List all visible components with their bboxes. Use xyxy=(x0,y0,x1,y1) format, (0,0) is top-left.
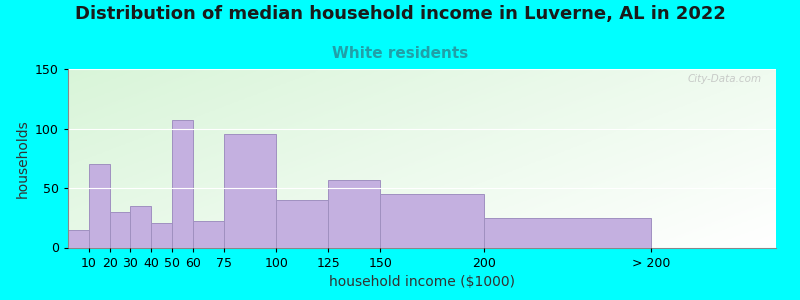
Bar xyxy=(193,221,224,248)
Text: Distribution of median household income in Luverne, AL in 2022: Distribution of median household income … xyxy=(74,4,726,22)
Bar xyxy=(276,200,328,248)
Bar xyxy=(130,206,151,247)
Bar xyxy=(172,120,193,248)
Bar xyxy=(89,164,110,248)
Bar xyxy=(328,180,380,248)
X-axis label: household income ($1000): household income ($1000) xyxy=(329,275,515,289)
Bar xyxy=(224,134,276,248)
Bar xyxy=(151,223,172,247)
Text: White residents: White residents xyxy=(332,46,468,62)
Bar xyxy=(68,230,89,248)
Text: City-Data.com: City-Data.com xyxy=(688,74,762,84)
Y-axis label: households: households xyxy=(15,119,30,198)
Bar xyxy=(485,218,651,247)
Bar xyxy=(110,212,130,247)
Bar xyxy=(380,194,485,248)
